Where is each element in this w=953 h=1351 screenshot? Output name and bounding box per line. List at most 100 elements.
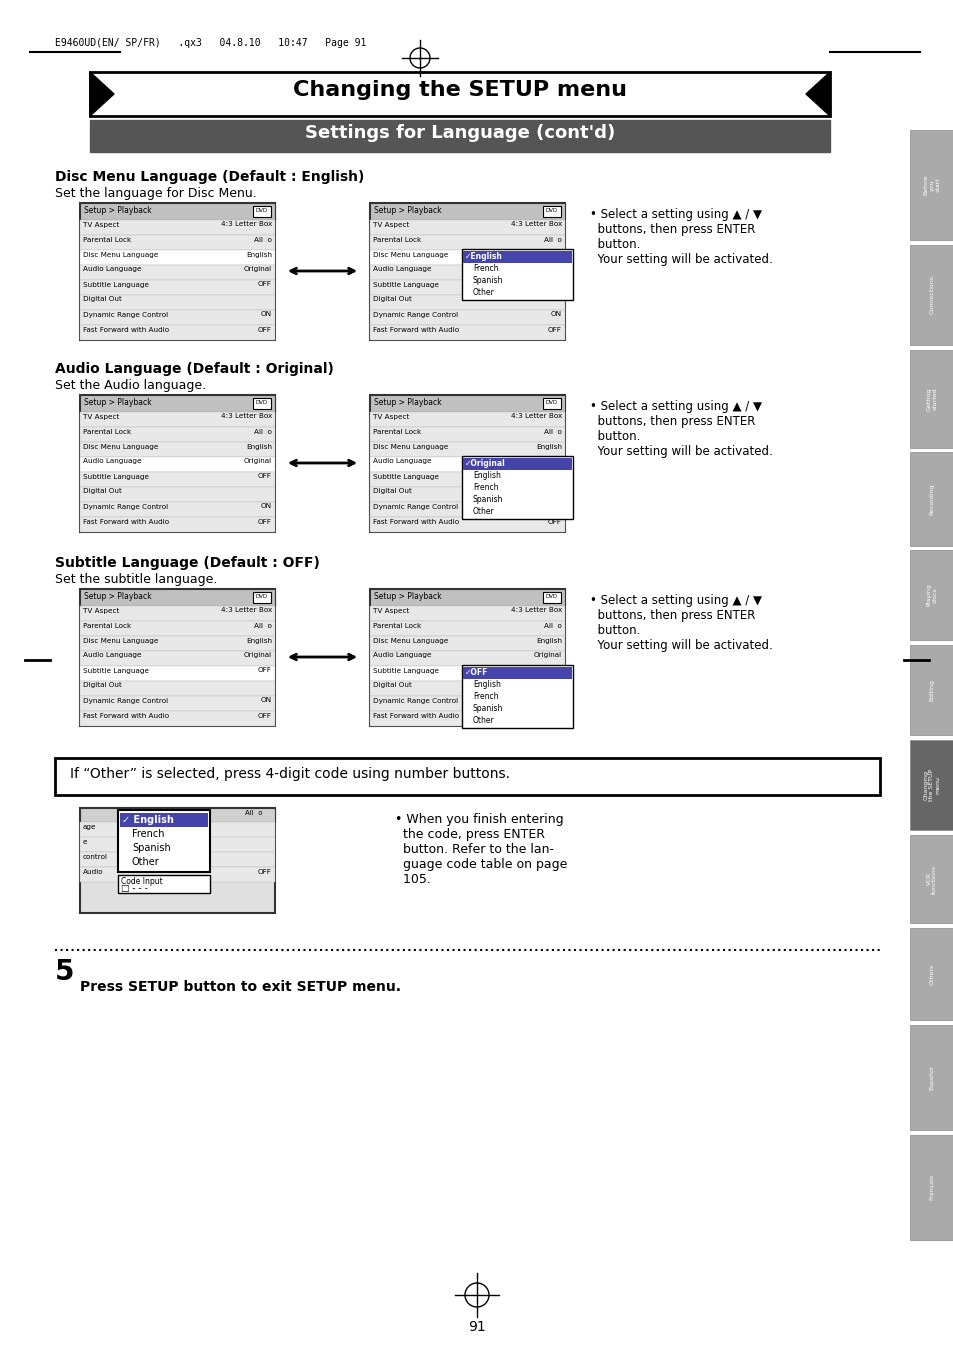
Bar <box>80 808 274 821</box>
Text: ON: ON <box>550 312 561 317</box>
Text: Playing
discs: Playing discs <box>925 584 937 607</box>
Text: French: French <box>132 830 164 839</box>
Bar <box>370 265 564 280</box>
Bar <box>370 394 564 532</box>
Text: Subtitle Language: Subtitle Language <box>373 473 438 480</box>
Bar <box>80 203 274 340</box>
Text: Settings for Language (cont'd): Settings for Language (cont'd) <box>305 124 615 142</box>
Text: OFF: OFF <box>258 667 272 674</box>
Text: control: control <box>83 854 108 861</box>
Text: E9460UD(EN/ SP/FR)   .qx3   04.8.10   10:47   Page 91: E9460UD(EN/ SP/FR) .qx3 04.8.10 10:47 Pa… <box>55 38 366 49</box>
Text: 5: 5 <box>55 958 74 986</box>
Text: Parental Lock: Parental Lock <box>373 428 421 435</box>
Bar <box>80 696 274 711</box>
Text: OFF: OFF <box>258 712 272 719</box>
Bar <box>80 220 274 235</box>
Bar <box>80 681 274 696</box>
Text: English: English <box>246 638 272 643</box>
Bar <box>370 621 564 636</box>
Text: Parental Lock: Parental Lock <box>83 236 132 242</box>
Bar <box>370 427 564 442</box>
Text: Audio Language: Audio Language <box>83 653 141 658</box>
Bar <box>909 644 953 735</box>
Text: Fast Forward with Audio: Fast Forward with Audio <box>83 519 169 524</box>
Bar <box>80 280 274 295</box>
Bar <box>909 453 953 546</box>
Bar <box>909 350 953 449</box>
Bar <box>370 280 564 295</box>
Text: DVD: DVD <box>255 208 268 212</box>
Bar <box>909 130 953 240</box>
Text: 4:3 Letter Box: 4:3 Letter Box <box>510 413 561 420</box>
Bar <box>370 309 564 326</box>
Text: Subtitle Language (Default : OFF): Subtitle Language (Default : OFF) <box>55 557 319 570</box>
Text: TV Aspect: TV Aspect <box>83 413 119 420</box>
Text: ON: ON <box>260 504 272 509</box>
Text: DVD: DVD <box>255 593 268 598</box>
Bar <box>80 503 274 517</box>
Bar <box>80 457 274 471</box>
Text: ✓Original: ✓Original <box>464 459 505 467</box>
Text: ✓ English: ✓ English <box>122 815 173 825</box>
Bar <box>370 711 564 725</box>
Text: Parental Lock: Parental Lock <box>373 623 421 628</box>
Bar <box>80 394 274 532</box>
Bar <box>370 412 564 427</box>
Text: OFF: OFF <box>548 519 561 524</box>
Text: Other: Other <box>132 857 159 867</box>
Text: Dynamic Range Control: Dynamic Range Control <box>83 312 168 317</box>
Text: Fast Forward with Audio: Fast Forward with Audio <box>83 327 169 332</box>
Text: 4:3 Letter Box: 4:3 Letter Box <box>510 608 561 613</box>
Text: Other: Other <box>473 288 495 297</box>
Text: Connections: Connections <box>928 276 934 315</box>
Bar <box>80 666 274 681</box>
Text: Parental Lock: Parental Lock <box>373 236 421 242</box>
Bar <box>80 636 274 651</box>
Text: English: English <box>473 471 500 480</box>
Bar <box>80 651 274 666</box>
Text: Fast Forward with Audio: Fast Forward with Audio <box>373 327 458 332</box>
Text: Set the Audio language.: Set the Audio language. <box>55 380 206 392</box>
Text: Subtitle Language: Subtitle Language <box>83 281 149 288</box>
Text: OFF: OFF <box>258 281 272 288</box>
Bar <box>370 203 564 220</box>
Text: Setup > Playback: Setup > Playback <box>84 399 152 407</box>
Text: Disc Menu Language (Default : English): Disc Menu Language (Default : English) <box>55 170 364 184</box>
Text: Dynamic Range Control: Dynamic Range Control <box>373 697 457 704</box>
Text: Dynamic Range Control: Dynamic Range Control <box>83 697 168 704</box>
Text: Digital Out: Digital Out <box>83 682 122 689</box>
Text: 4:3 Letter Box: 4:3 Letter Box <box>220 413 272 420</box>
Bar <box>542 205 560 218</box>
Text: Setup > Playback: Setup > Playback <box>84 205 152 215</box>
Bar <box>253 592 271 603</box>
Text: TV Aspect: TV Aspect <box>373 413 409 420</box>
Bar <box>909 1135 953 1240</box>
Text: Original: Original <box>244 653 272 658</box>
Text: Other: Other <box>473 507 495 516</box>
Bar <box>370 394 564 412</box>
Text: DVD: DVD <box>255 400 268 404</box>
Text: English: English <box>246 443 272 450</box>
Bar <box>370 503 564 517</box>
Bar <box>370 607 564 621</box>
Text: Original: Original <box>244 266 272 273</box>
Text: ON: ON <box>550 504 561 509</box>
Polygon shape <box>90 72 113 116</box>
Text: • When you finish entering
  the code, press ENTER
  button. Refer to the lan-
 : • When you finish entering the code, pre… <box>395 813 567 886</box>
Bar <box>909 835 953 923</box>
Text: TV Aspect: TV Aspect <box>373 608 409 613</box>
Text: Getting
started: Getting started <box>925 388 937 411</box>
Text: Audio Language: Audio Language <box>373 266 431 273</box>
Text: Spanish: Spanish <box>473 704 503 713</box>
Text: English: English <box>246 251 272 258</box>
Bar <box>80 265 274 280</box>
Bar <box>80 394 274 412</box>
Text: TV Aspect: TV Aspect <box>83 608 119 613</box>
Bar <box>462 666 572 678</box>
Text: ON: ON <box>260 697 272 704</box>
Text: DVD: DVD <box>545 208 558 212</box>
Text: OFF: OFF <box>548 281 561 288</box>
Text: Editing: Editing <box>928 680 934 701</box>
Text: All  o: All o <box>543 623 561 628</box>
Text: Other: Other <box>473 716 495 725</box>
